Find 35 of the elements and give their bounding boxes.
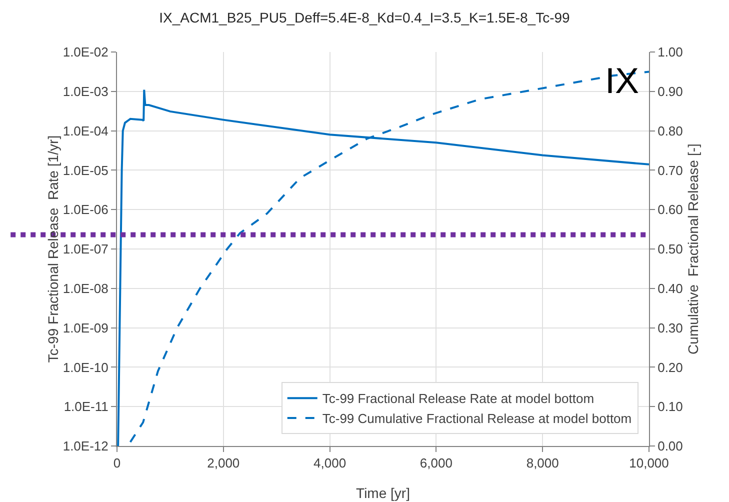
y2-tick-label: 0.30 xyxy=(658,320,683,336)
y2-tick-label: 0.10 xyxy=(658,399,683,414)
annotation: IX xyxy=(605,60,640,101)
x-tick-label: 10,000 xyxy=(629,456,669,471)
y-tick-label: 1.0E-06 xyxy=(62,202,108,218)
y2-tick-label: 0.60 xyxy=(658,202,683,218)
y-tick-label: 1.0E-02 xyxy=(62,44,108,60)
x-tick-label: 4,000 xyxy=(314,456,346,471)
y2-axis-title: Cumulative Fractional Release [-] xyxy=(684,144,701,354)
y-axis-title: Tc-99 Fractional Release Rate [1/yr] xyxy=(44,135,61,363)
y-tick-label: 1.0E-10 xyxy=(62,360,108,375)
y-tick-label: 1.0E-12 xyxy=(62,438,108,454)
x-tick-label: 0 xyxy=(113,456,121,471)
y-tick-label: 1.0E-08 xyxy=(62,280,108,296)
y2-tick-label: 0.70 xyxy=(658,162,683,178)
y2-tick-label: 0.50 xyxy=(658,242,683,257)
y-tick-label: 1.0E-07 xyxy=(62,242,108,257)
y2-tick-label: 0.20 xyxy=(658,360,683,375)
y-tick-label: 1.0E-05 xyxy=(62,162,108,178)
x-axis-title: Time [yr] xyxy=(356,485,410,501)
legend-label: Tc-99 Fractional Release Rate at model bottom xyxy=(322,391,594,406)
y2-tick-label: 0.00 xyxy=(658,438,683,454)
x-tick-label: 8,000 xyxy=(526,456,559,471)
y-tick-label: 1.0E-04 xyxy=(62,123,108,138)
x-tick-label: 6,000 xyxy=(420,456,452,471)
y2-tick-label: 1.00 xyxy=(658,44,683,60)
y-tick-label: 1.0E-03 xyxy=(62,84,108,99)
y-tick-label: 1.0E-09 xyxy=(62,320,108,336)
chart-title: IX_ACM1_B25_PU5_Deff=5.4E-8_Kd=0.4_I=3.5_K=1.5E-8_Tc-99 xyxy=(159,9,570,26)
x-tick-label: 2,000 xyxy=(207,456,240,471)
y2-tick-label: 0.80 xyxy=(658,123,683,138)
y2-tick-label: 0.40 xyxy=(658,280,683,296)
legend-label: Tc-99 Cumulative Fractional Release at model bottom xyxy=(322,411,632,426)
y-tick-label: 1.0E-11 xyxy=(64,399,108,414)
y2-tick-label: 0.90 xyxy=(658,84,683,99)
